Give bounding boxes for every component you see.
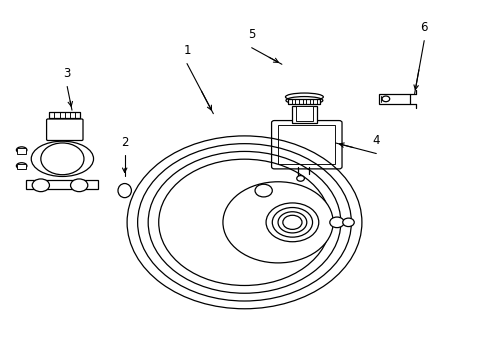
Circle shape (296, 176, 304, 181)
Text: 6: 6 (420, 21, 427, 34)
Bar (288, 99, 320, 104)
Circle shape (329, 217, 344, 228)
Bar (17, 164, 26, 170)
Circle shape (272, 207, 312, 237)
FancyBboxPatch shape (271, 121, 341, 169)
Circle shape (32, 179, 49, 192)
Text: 3: 3 (63, 67, 71, 80)
Bar (278, 126, 335, 164)
Text: 2: 2 (121, 136, 128, 149)
Bar (17, 148, 26, 153)
Circle shape (70, 179, 88, 192)
Bar (26, 180, 98, 189)
Bar (49, 112, 80, 118)
Circle shape (255, 184, 272, 197)
Bar (295, 106, 312, 121)
Circle shape (282, 215, 302, 229)
Circle shape (278, 212, 306, 233)
Bar (291, 106, 316, 123)
Text: 5: 5 (247, 28, 255, 41)
Circle shape (342, 218, 353, 226)
FancyBboxPatch shape (46, 119, 83, 140)
Circle shape (41, 143, 84, 175)
Circle shape (381, 96, 389, 102)
Circle shape (265, 203, 318, 242)
Bar (378, 94, 409, 104)
Text: 1: 1 (183, 44, 190, 57)
Circle shape (223, 182, 332, 263)
Text: 4: 4 (372, 134, 379, 147)
